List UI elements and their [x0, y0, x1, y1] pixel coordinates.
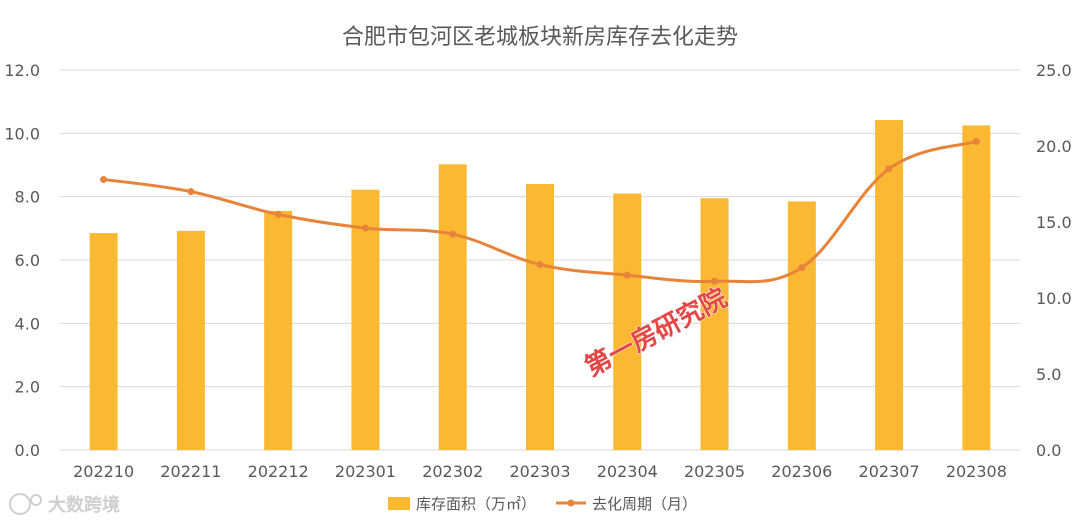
x-tick-label: 202301: [335, 462, 396, 481]
line-point: [885, 165, 893, 173]
right-tick-label: 15.0: [1036, 213, 1072, 232]
bar: [787, 201, 816, 450]
line-series: [100, 137, 980, 285]
x-tick-label: 202306: [771, 462, 832, 481]
bar: [89, 233, 118, 450]
bar: [351, 189, 380, 450]
chart-title: 合肥市包河区老城板块新房库存去化走势: [342, 25, 738, 50]
bar: [264, 210, 293, 450]
line-point: [274, 210, 282, 218]
left-tick-label: 4.0: [15, 314, 40, 333]
line-point: [100, 175, 108, 183]
x-tick-label: 202302: [422, 462, 483, 481]
bar: [438, 164, 467, 450]
bar: [962, 125, 991, 451]
line-point: [623, 271, 631, 279]
x-tick-label: 202212: [248, 462, 309, 481]
bar-series: [89, 120, 991, 451]
brand-logo-icon: [9, 493, 31, 515]
right-tick-label: 10.0: [1036, 289, 1072, 308]
right-tick-label: 0.0: [1036, 441, 1061, 460]
x-tick-label: 202305: [684, 462, 745, 481]
bar: [613, 193, 642, 450]
legend: 库存面积（万㎡） 去化周期（月）: [388, 495, 697, 513]
x-axis-ticks: 202210 202211 202212 202301 202302 202303 2023…: [73, 462, 1007, 481]
line-point: [187, 188, 195, 196]
left-tick-label: 12.0: [4, 61, 40, 80]
bar: [700, 198, 729, 450]
right-tick-label: 20.0: [1036, 137, 1072, 156]
left-tick-label: 8.0: [15, 188, 40, 207]
x-tick-label: 202308: [946, 462, 1007, 481]
legend-swatch-line-marker: [567, 499, 575, 507]
line-point: [536, 261, 544, 269]
right-tick-label: 5.0: [1036, 365, 1061, 384]
bar: [526, 184, 554, 450]
right-axis-ticks: 0.0 5.0 10.0 15.0 20.0 25.0: [1036, 61, 1072, 460]
line-point: [972, 137, 980, 145]
brand-logo-text: 大数跨境: [48, 494, 120, 516]
right-tick-label: 25.0: [1036, 61, 1072, 80]
left-tick-label: 10.0: [4, 124, 40, 143]
bar: [176, 230, 205, 450]
legend-label-line: 去化周期（月）: [592, 495, 697, 513]
line-point: [798, 264, 806, 272]
line-point: [711, 277, 719, 285]
line-point: [361, 224, 369, 232]
brand-logo: 大数跨境: [9, 493, 120, 516]
left-tick-label: 0.0: [15, 441, 40, 460]
left-tick-label: 6.0: [15, 251, 40, 270]
x-tick-label: 202303: [509, 462, 570, 481]
left-axis-ticks: 0.0 2.0 4.0 6.0 8.0 10.0 12.0: [4, 61, 40, 460]
legend-swatch-bar: [388, 497, 410, 510]
x-tick-label: 202307: [859, 462, 920, 481]
line-point: [449, 230, 457, 238]
legend-label-bar: 库存面积（万㎡）: [416, 495, 536, 513]
x-tick-label: 202210: [73, 462, 134, 481]
brand-logo-icon-inner: [30, 494, 42, 506]
x-tick-label: 202304: [597, 462, 658, 481]
x-tick-label: 202211: [160, 462, 221, 481]
left-tick-label: 2.0: [15, 378, 40, 397]
